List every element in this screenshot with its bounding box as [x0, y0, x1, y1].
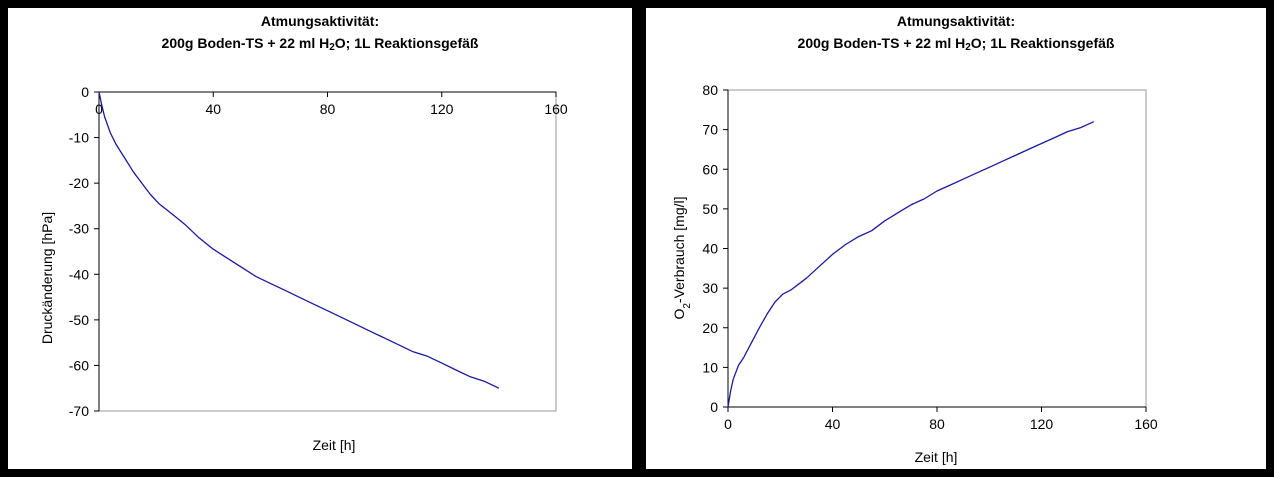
y-tick-label: 0: [81, 84, 89, 100]
oxygen-chart: O2-Verbrauch [mg/l] Zeit [h] 0 10 20 30 40 50…: [671, 82, 1158, 465]
x-tick-label: 0: [95, 101, 103, 117]
y-tick-label: 80: [702, 82, 718, 98]
y-tick-label: -30: [69, 221, 89, 237]
chart-title-line2: 200g Boden-TS + 22 ml H2O; 1L Reaktionsg…: [797, 35, 1115, 53]
data-series-line: [98, 91, 500, 389]
plot-area: [98, 91, 557, 412]
chart-title-line1: Atmungsaktivität:: [896, 13, 1016, 29]
y-tick-label: 10: [702, 359, 718, 375]
y-tick-label: 30: [702, 280, 718, 296]
x-tick-label: 40: [205, 101, 221, 117]
y-tick-label: -20: [69, 175, 89, 191]
y-tick-label: -60: [69, 357, 89, 373]
y-tick-label: 60: [702, 161, 718, 177]
y-tick-label: 20: [702, 320, 718, 336]
x-tick-label: 40: [825, 416, 841, 432]
x-axis-label: Zeit [h]: [313, 437, 356, 453]
x-tick-label: 160: [544, 101, 568, 117]
y-axis-label: O2-Verbrauch [mg/l]: [671, 196, 693, 319]
y-tick-label: -10: [69, 130, 89, 146]
y-tick-label: -40: [69, 266, 89, 282]
pressure-chart: Druckänderung [hPa] Zeit [h] 0 -10 -20 -30 -…: [39, 84, 568, 453]
chart-panel-oxygen: Atmungsaktivität: 200g Boden-TS + 22 ml …: [646, 8, 1266, 469]
y-axis-label: Druckänderung [hPa]: [39, 212, 55, 344]
x-tick-label: 80: [320, 101, 336, 117]
data-series-line: [727, 121, 1095, 408]
chart-title-line1: Atmungsaktivität:: [260, 13, 380, 29]
y-tick-label: 50: [702, 201, 718, 217]
chart-title-line2: 200g Boden-TS + 22 ml H2O; 1L Reaktionsg…: [161, 35, 479, 53]
y-tick-label: 0: [710, 399, 718, 415]
x-tick-label: 80: [929, 416, 945, 432]
plot-area: [727, 89, 1147, 408]
y-tick-label: 70: [702, 122, 718, 138]
chart-panel-pressure: Atmungsaktivität: 200g Boden-TS + 22 ml …: [8, 8, 632, 469]
x-tick-label: 120: [1030, 416, 1054, 432]
y-tick-label: -50: [69, 312, 89, 328]
y-tick-label: 40: [702, 241, 718, 257]
y-tick-label: -70: [69, 403, 89, 419]
x-axis-label: Zeit [h]: [915, 449, 958, 465]
x-tick-label: 0: [724, 416, 732, 432]
x-tick-label: 160: [1134, 416, 1158, 432]
x-tick-label: 120: [430, 101, 454, 117]
